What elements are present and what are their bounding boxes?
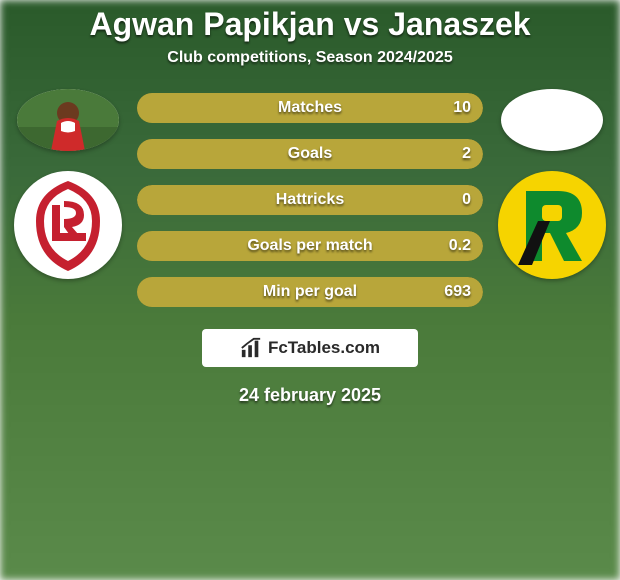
left-player-avatar [17, 89, 119, 151]
page-title: Agwan Papikjan vs Janaszek [0, 6, 620, 43]
bar-left-fill [137, 277, 147, 307]
right-club-logo [498, 171, 606, 279]
bar-right-fill [147, 231, 483, 261]
date-text: 24 february 2025 [0, 385, 620, 406]
stat-bar: Goals2 [137, 139, 483, 169]
right-club-svg [498, 171, 606, 279]
chart-icon [240, 337, 262, 359]
watermark-text: FcTables.com [268, 338, 380, 358]
bar-left-fill [137, 93, 147, 123]
bar-right-fill [147, 93, 483, 123]
watermark-badge: FcTables.com [202, 329, 418, 367]
subtitle: Club competitions, Season 2024/2025 [0, 49, 620, 67]
stat-bar: Hattricks0 [137, 185, 483, 215]
left-club-svg [14, 171, 122, 279]
bar-left-fill [137, 185, 310, 215]
stat-bar: Min per goal693 [137, 277, 483, 307]
bar-left-fill [137, 231, 147, 261]
content-root: Agwan Papikjan vs Janaszek Club competit… [0, 0, 620, 580]
stat-bars: Matches10 Goals2 Hattricks0 Goals per match… [137, 89, 483, 307]
right-side-column [493, 89, 611, 279]
bar-right-fill [310, 185, 483, 215]
comparison-main: Matches10 Goals2 Hattricks0 Goals per match… [0, 89, 620, 307]
bar-right-fill [147, 277, 483, 307]
bar-left-fill [137, 139, 147, 169]
left-side-column [9, 89, 127, 279]
stat-bar: Matches10 [137, 93, 483, 123]
left-club-logo [14, 171, 122, 279]
bar-right-fill [147, 139, 483, 169]
stat-bar: Goals per match0.2 [137, 231, 483, 261]
right-player-avatar [501, 89, 603, 151]
left-avatar-svg [17, 89, 119, 151]
